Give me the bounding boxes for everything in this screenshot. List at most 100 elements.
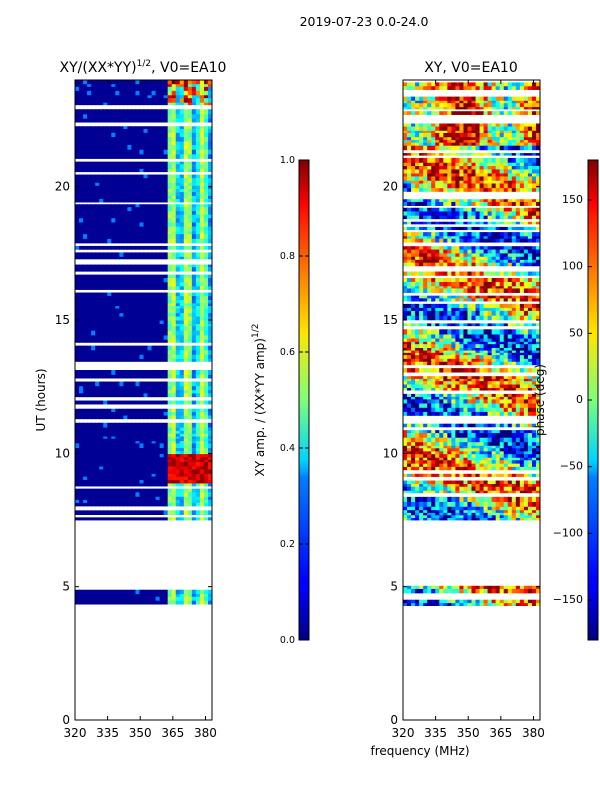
heatmap-cell (115, 292, 120, 297)
heatmap-cell (83, 323, 88, 327)
heatmap-cell (463, 457, 469, 461)
heatmap-cell (131, 83, 137, 87)
heatmap-cell (455, 517, 461, 521)
heatmap-cell (159, 285, 165, 290)
heatmap-cell (91, 118, 96, 123)
heatmap-cell (179, 430, 185, 434)
heatmap-cell (127, 438, 133, 442)
heatmap-cell (167, 292, 173, 297)
heatmap-cell (191, 476, 197, 480)
heatmap-cell (459, 459, 465, 464)
heatmap-cell (191, 466, 197, 470)
heatmap-cell (115, 185, 120, 190)
heatmap-cell (167, 126, 173, 129)
heatmap-cell (99, 453, 104, 458)
heatmap-cell (127, 456, 133, 460)
heatmap-cell (95, 141, 100, 145)
heatmap-cell (203, 102, 209, 106)
heatmap-cell (471, 473, 477, 477)
heatmap-cell (183, 354, 189, 360)
heatmap-cell (147, 415, 153, 420)
heatmap-cell (455, 407, 461, 412)
heatmap-cell (79, 308, 84, 314)
heatmap-cell (411, 432, 416, 438)
heatmap-cell (127, 411, 133, 416)
heatmap-cell (487, 588, 493, 594)
heatmap-cell (187, 479, 193, 484)
heatmap-cell (531, 384, 537, 389)
heatmap-cell (199, 339, 205, 343)
heatmap-cell (183, 517, 189, 521)
heatmap-cell (127, 149, 133, 155)
heatmap-cell (447, 387, 452, 391)
heatmap-cell (411, 483, 416, 487)
heatmap-cell (471, 447, 477, 452)
heatmap-cell (187, 204, 193, 208)
heatmap-cell (99, 210, 104, 215)
heatmap-cell (511, 453, 517, 458)
heatmap-cell (535, 411, 540, 416)
heatmap-cell (115, 174, 120, 179)
heatmap-cell (507, 501, 513, 507)
heatmap-cell (479, 457, 485, 461)
heatmap-cell (119, 86, 124, 91)
heatmap-cell (159, 479, 165, 484)
heatmap-cell (487, 490, 493, 494)
heatmap-cell (427, 509, 432, 513)
heatmap-cell (147, 392, 153, 398)
heatmap-cell (175, 214, 181, 219)
heatmap-cell (151, 316, 157, 321)
heatmap-cell (499, 506, 505, 511)
heatmap-cell (147, 230, 153, 235)
heatmap-cell (79, 302, 84, 307)
heatmap-cell (159, 185, 165, 190)
heatmap-cell (195, 230, 201, 235)
heatmap-cell (415, 473, 420, 477)
heatmap-cell (143, 83, 149, 87)
heatmap-cell (91, 161, 96, 165)
heatmap-cell (199, 195, 205, 200)
heatmap-cell (415, 517, 420, 521)
heatmap-cell (175, 496, 181, 500)
heatmap-cell (75, 153, 80, 159)
heatmap-cell (115, 195, 120, 200)
heatmap-cell (107, 442, 112, 449)
heatmap-cell (167, 447, 173, 452)
heatmap-cell (143, 433, 149, 437)
heatmap-cell (83, 308, 88, 314)
heatmap-cell (163, 191, 169, 196)
heatmap-cell (123, 168, 128, 173)
heatmap-cell (95, 442, 100, 449)
heatmap-cell (127, 385, 133, 391)
heatmap-cell (107, 433, 112, 437)
heatmap-cell (139, 299, 145, 304)
cbar-tick-label: 0.8 (280, 251, 295, 262)
heatmap-cell (179, 392, 185, 398)
heatmap-cell (439, 459, 444, 464)
heatmap-cell (179, 330, 185, 336)
heatmap-cell (79, 204, 84, 208)
heatmap-cell (411, 480, 416, 485)
heatmap-cell (135, 502, 141, 507)
heatmap-cell (179, 450, 185, 455)
heatmap-cell (143, 499, 149, 503)
heatmap-cell (403, 437, 408, 443)
heatmap-cell (491, 512, 497, 516)
heatmap-cell (471, 496, 477, 502)
heatmap-cell (163, 335, 169, 340)
heatmap-cell (419, 387, 424, 391)
heatmap-cell (199, 447, 205, 452)
heatmap-cell (191, 330, 197, 336)
heatmap-cell (515, 407, 521, 412)
heatmap-cell (75, 230, 80, 235)
heatmap-cell (115, 109, 120, 115)
heatmap-cell (451, 399, 456, 404)
heatmap-cell (187, 440, 193, 444)
heatmap-cell (123, 392, 128, 398)
heatmap-cell (411, 450, 416, 455)
heatmap-cell (127, 323, 133, 327)
heatmap-cell (151, 163, 157, 169)
heatmap-cell (187, 281, 193, 287)
heatmap-cell (139, 80, 145, 85)
heatmap-cell (431, 447, 436, 452)
